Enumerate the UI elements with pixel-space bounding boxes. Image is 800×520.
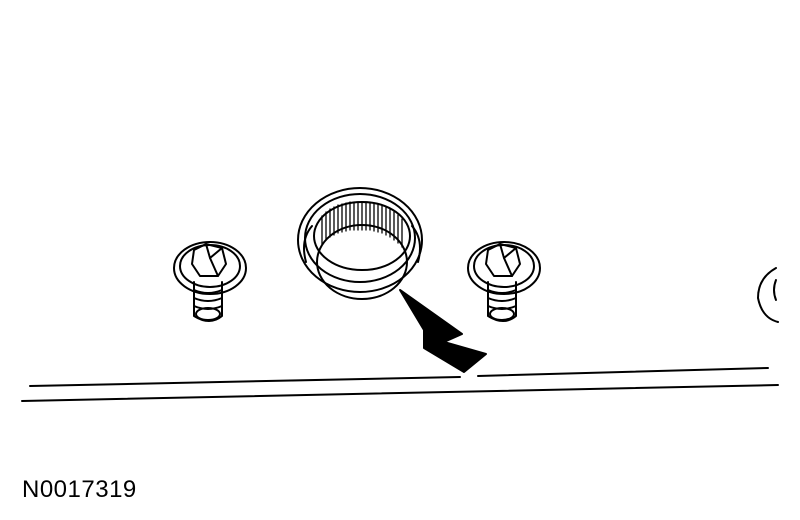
left-hex-stud-icon — [173, 241, 247, 322]
knurled-plug-icon — [297, 187, 423, 300]
pointer-arrow-icon — [399, 289, 487, 373]
right-hex-stud-icon — [467, 241, 541, 322]
figure-id-label: N0017319 — [22, 476, 137, 503]
panel-edge-lines — [21, 367, 779, 402]
partial-stud-icon — [757, 267, 779, 323]
